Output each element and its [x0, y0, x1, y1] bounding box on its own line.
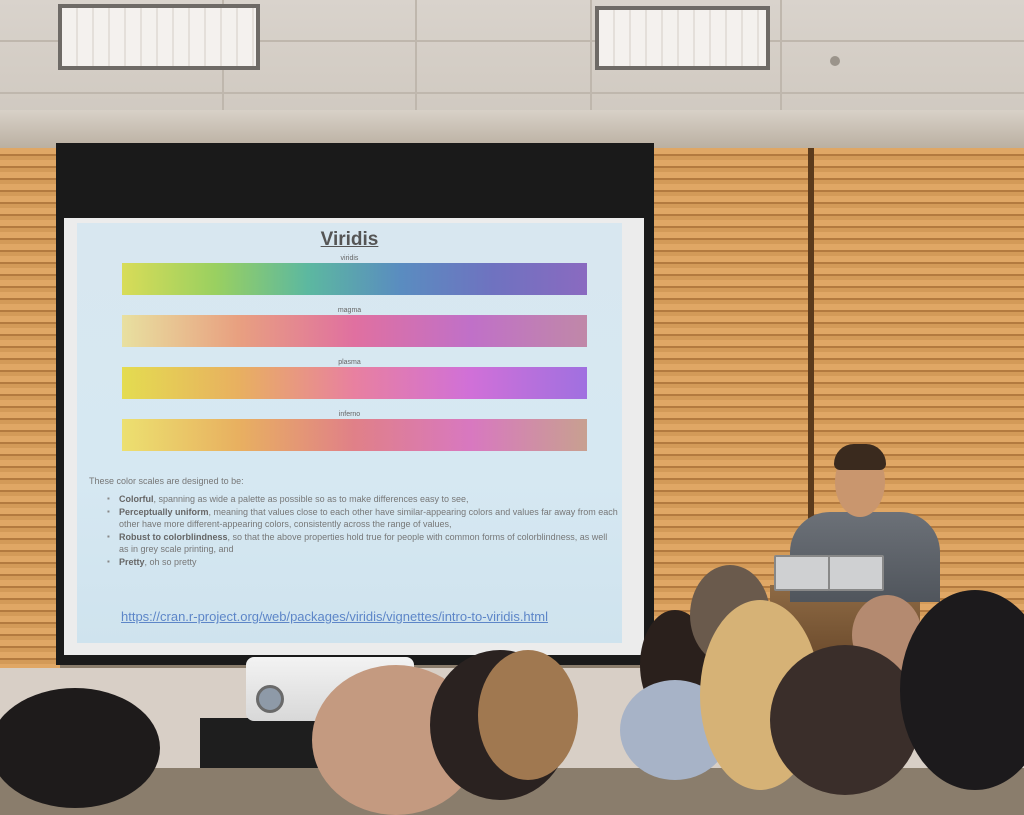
- projector-table: [200, 718, 320, 768]
- ceiling: [0, 0, 1024, 130]
- bullet-text: , so that the above properties hold true…: [119, 532, 608, 554]
- presenter-hair: [834, 444, 886, 470]
- slide-title: Viridis: [320, 229, 379, 250]
- window-divider: [808, 148, 814, 668]
- projector-lens-icon: [256, 685, 284, 713]
- laptop: [774, 555, 830, 591]
- bullet-item: Robust to colorblindness, so that the ab…: [107, 531, 619, 555]
- bullet-term: Robust to colorblindness: [119, 532, 228, 542]
- audience-head: [0, 688, 160, 808]
- window-blinds-left: [0, 148, 60, 668]
- scale-label-magma: magma: [337, 307, 362, 314]
- bullet-term: Perceptually uniform: [119, 507, 209, 517]
- laptop: [828, 555, 884, 591]
- slide-link[interactable]: https://cran.r-project.org/web/packages/…: [121, 609, 548, 624]
- plasma-color-bar: [122, 367, 587, 399]
- ceiling-grid-line: [415, 0, 417, 110]
- bullet-item: Pretty, oh so pretty: [107, 556, 619, 568]
- audience-head: [770, 645, 920, 795]
- bullet-text: , spanning as wide a palette as possible…: [153, 494, 469, 504]
- viridis-color-bar: [122, 263, 587, 295]
- bullet-item: Colorful, spanning as wide a palette as …: [107, 493, 619, 505]
- bullet-text: , meaning that values close to each othe…: [119, 507, 618, 529]
- ceiling-light: [58, 4, 260, 70]
- scale-label-viridis: viridis: [340, 255, 359, 262]
- presentation-slide: Viridis viridis magma plasma inferno The…: [77, 223, 622, 643]
- bullet-list: Colorful, spanning as wide a palette as …: [107, 493, 619, 569]
- sprinkler-icon: [830, 56, 840, 66]
- audience-head: [900, 590, 1024, 790]
- ceiling-grid-line: [780, 0, 782, 110]
- magma-color-bar: [122, 315, 587, 347]
- inferno-color-bar: [122, 419, 587, 451]
- bullet-term: Colorful: [119, 494, 154, 504]
- slide-intro-text: These color scales are designed to be:: [89, 476, 244, 486]
- ceiling-grid-line: [0, 92, 1024, 94]
- ceiling-grid-line: [590, 0, 592, 110]
- scale-label-inferno: inferno: [338, 411, 361, 418]
- ceiling-grid-line: [0, 40, 1024, 42]
- audience-head: [478, 650, 578, 780]
- ceiling-light: [595, 6, 770, 70]
- scale-label-plasma: plasma: [338, 359, 361, 366]
- bullet-text: , oh so pretty: [144, 557, 197, 567]
- bullet-term: Pretty: [119, 557, 145, 567]
- bullet-item: Perceptually uniform, meaning that value…: [107, 506, 619, 530]
